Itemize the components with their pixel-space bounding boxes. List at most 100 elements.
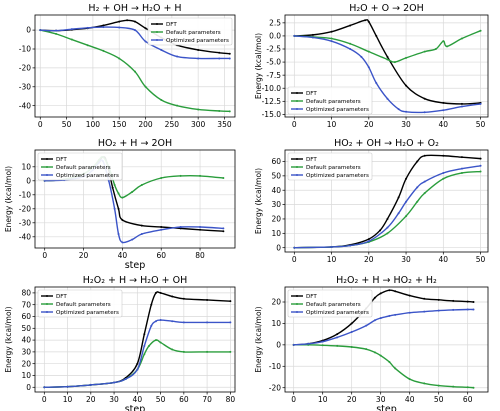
data-point [388,289,391,292]
y-tick-label: 60 [271,157,281,166]
data-point [460,167,463,170]
data-point [321,340,324,343]
x-tick-label: 300 [191,120,206,129]
y-tick-label: 30 [271,200,281,209]
y-tick-label: 20 [21,359,31,368]
series-group [43,291,232,389]
data-point [160,48,163,51]
y-tick-label: -30 [19,82,31,91]
data-point [472,386,475,389]
plot-frame [34,286,236,393]
legend-marker [296,92,298,94]
legend-box [147,17,233,46]
data-point [229,300,232,303]
legend-label: DFT [56,294,67,300]
data-point [452,385,455,388]
legend-label: DFT [306,91,317,97]
y-tick-label: 50 [21,324,31,333]
legend-label: DFT [166,22,177,28]
data-point [121,196,124,199]
data-point [176,104,179,107]
data-point [144,40,147,43]
data-point [479,157,482,160]
data-point [460,102,463,105]
data-point [364,19,367,22]
data-point [466,386,469,389]
legend-label: Optimized parameters [306,310,369,316]
data-point [144,85,147,88]
data-point [154,320,157,323]
plot-frame [284,286,489,393]
data-point [416,200,419,203]
plot-frame [284,14,489,118]
chart-panel-5: 0 10 20 30 40 50 60 70 80 0 10 20 30 40 50 60 70 80 H₂O₂ +… [4,275,236,411]
legend-marker [296,100,298,102]
data-point [479,102,482,105]
data-point [405,200,408,203]
data-point [408,294,411,297]
data-point [126,19,129,22]
legend: DFT Default parameters Optimized parameter… [287,289,373,318]
legend-label: Default parameters [56,165,111,171]
x-tick-label: 20 [347,395,357,404]
legend-marker [46,303,48,305]
data-point [460,37,463,40]
data-point [171,295,174,298]
data-point [349,244,352,247]
data-point [330,245,333,248]
data-point [86,26,89,29]
data-point [452,308,455,311]
data-point [405,110,408,113]
legend-box [287,152,373,181]
data-point [423,154,426,157]
data-point [160,228,163,231]
data-point [349,24,352,27]
data-point [442,154,445,157]
chart-panel-1: 0 50 100 150 200 250 300 350 0 -10 -20 -30 -40 H₂ + O… [19,3,236,129]
data-point [121,241,124,244]
data-point [147,344,150,347]
data-point [330,40,333,43]
data-point [143,344,146,347]
data-point [134,70,136,73]
legend-marker [296,295,298,297]
data-point [179,174,182,177]
data-point [218,57,221,60]
y-tick-label: 0 [276,340,281,349]
data-point [117,233,120,235]
data-point [118,57,121,60]
chart-panel-2: 0 10 20 30 40 50 2.5 0.0 -2.5 -5.0 -7.5 -10.0 -12.5 -… [254,3,489,129]
x-tick-label: 200 [138,120,153,129]
data-point [386,226,389,229]
data-point [349,42,352,45]
y-tick-label: 10 [21,162,31,171]
legend-label: DFT [306,157,317,163]
legend-marker [46,174,48,176]
series-line-optimized [294,35,481,114]
series-line-optimized [293,308,474,346]
data-point [336,344,339,347]
data-point [466,308,469,311]
data-point [143,333,146,336]
data-point [442,40,445,43]
data-point [434,48,437,50]
y-tick-label: 0 [26,176,31,185]
y-tick-label: -15.0 [262,110,282,119]
data-point [452,299,455,302]
x-tick-label: 20 [364,120,374,129]
legend-label: Optimized parameters [306,173,369,179]
data-point [117,192,120,195]
data-point [386,232,389,235]
x-tick-label: 60 [179,395,189,404]
y-tick-label: 80 [21,288,31,297]
data-point [228,110,231,113]
data-point [160,99,163,101]
data-point [416,186,419,189]
data-point [350,322,353,325]
legend: DFT Default parameters Optimized parameter… [287,86,373,115]
data-point [394,367,397,370]
data-point [386,217,389,220]
data-point [360,55,363,58]
y-tick-label: 20 [271,215,281,224]
y-tick-label: -10 [269,362,281,371]
